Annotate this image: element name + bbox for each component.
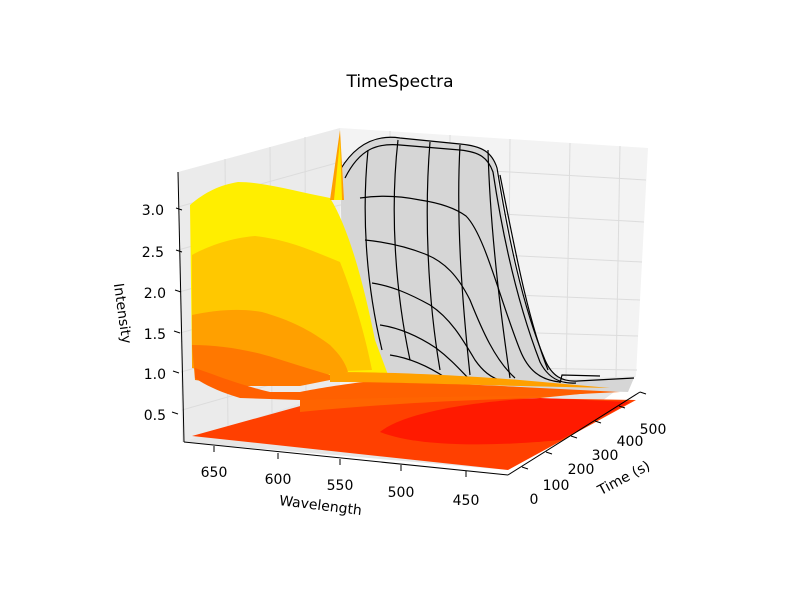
tick-mark [618, 405, 626, 409]
z-tick-label: 0.5 [144, 408, 166, 424]
y-tick-label: 400 [617, 434, 644, 450]
side-contour-band [330, 372, 610, 388]
wireframe-fill [340, 137, 634, 392]
y-tick-label: 0 [530, 492, 539, 508]
tick-mark [172, 370, 180, 374]
y-axis-label: Time (s) [594, 458, 653, 499]
y-axis-line [507, 391, 641, 476]
wire-line [339, 136, 635, 382]
side-contour-band [192, 345, 340, 386]
tick-marks [171, 207, 647, 477]
z-tick-label: 2.0 [144, 286, 166, 302]
z-axis-line [177, 171, 185, 443]
tick-mark [594, 420, 602, 424]
wire-line [559, 374, 601, 384]
x-tick-label: 550 [327, 478, 354, 494]
y-tick-label: 300 [592, 448, 619, 464]
wire-line [499, 174, 549, 371]
y-tick-label: 500 [640, 422, 667, 438]
wire-line [393, 139, 411, 361]
grid-line [615, 145, 621, 378]
z-tick-label: 3.0 [142, 203, 164, 219]
tick-mark [521, 466, 529, 470]
tick-mark [171, 411, 179, 415]
x-tick-label: 450 [453, 493, 480, 509]
chart-title: TimeSpectra [346, 72, 454, 92]
z-tick-label: 1.5 [144, 327, 166, 343]
x-tick-label: 600 [265, 472, 292, 488]
tick-mark [570, 435, 578, 439]
wire-line [344, 144, 577, 384]
wire-line [364, 239, 516, 379]
wire-line [371, 282, 506, 383]
y-tick-labels: 0 100 200 300 400 500 [530, 422, 667, 508]
tick-mark [175, 207, 183, 211]
z-axis-label: Intensity [110, 282, 134, 345]
tick-mark [545, 451, 553, 455]
x-tick-label: 650 [201, 465, 228, 481]
x-tick-label: 500 [388, 485, 415, 501]
z-tick-labels: 0.5 1.0 1.5 2.0 2.5 3.0 [142, 203, 166, 424]
floor-contour-band [380, 398, 630, 445]
tick-mark [173, 330, 181, 334]
y-tick-label: 200 [568, 462, 595, 478]
side-contour [190, 130, 620, 400]
wireframe-surface [339, 136, 635, 392]
wire-line [487, 149, 511, 379]
side-contour-spike [334, 140, 342, 200]
axis-lines [177, 171, 641, 476]
x-axis-label: Wavelength [278, 493, 362, 519]
tick-mark [639, 391, 647, 395]
x-axis-line [183, 441, 509, 476]
tick-mark [174, 289, 182, 293]
wire-line [359, 195, 561, 383]
z-tick-label: 2.5 [142, 245, 164, 261]
tick-mark [175, 249, 183, 253]
x-tick-labels: 650 600 550 500 450 [201, 465, 480, 509]
y-tick-label: 100 [543, 478, 570, 494]
grid-line [565, 142, 571, 380]
wire-line [364, 149, 383, 351]
wire-line [426, 141, 441, 371]
side-contour-band [195, 368, 620, 400]
z-tick-label: 1.0 [144, 367, 166, 383]
wire-line [458, 144, 471, 376]
